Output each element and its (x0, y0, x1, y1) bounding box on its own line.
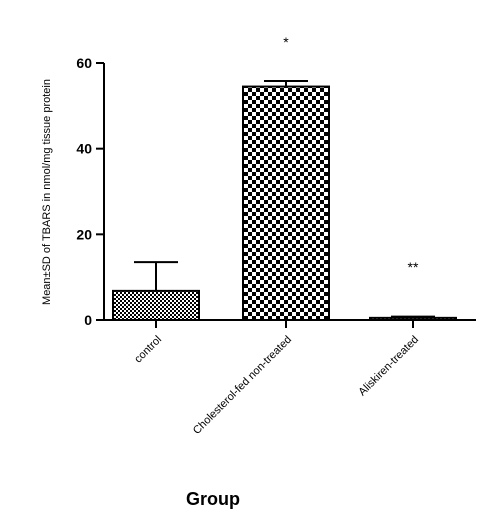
y-tick-label: 40 (76, 141, 92, 157)
bars: *** (112, 34, 457, 322)
y-ticks: 0 20 40 60 (76, 55, 104, 328)
bar-1 (112, 289, 200, 321)
bar-2 (242, 85, 330, 321)
significance-marker-2: * (283, 34, 289, 50)
x-tick-label: Cholesterol-fed non-treated (191, 334, 294, 437)
x-tick-label: Aliskiren-treated (356, 334, 421, 399)
bar-3 (369, 316, 457, 322)
significance-marker-3: ** (408, 259, 419, 275)
x-ticks: control Cholesterol-fed non-treated Aliski… (132, 320, 421, 437)
y-tick-label: 0 (84, 312, 92, 328)
x-axis-label: Group (186, 489, 240, 509)
y-axis-label: Mean±SD of TBARS in nmol/mg tissue prote… (41, 79, 53, 305)
y-tick-label: 20 (76, 226, 92, 242)
y-tick-label: 60 (76, 55, 92, 71)
x-tick-label: control (132, 334, 164, 366)
